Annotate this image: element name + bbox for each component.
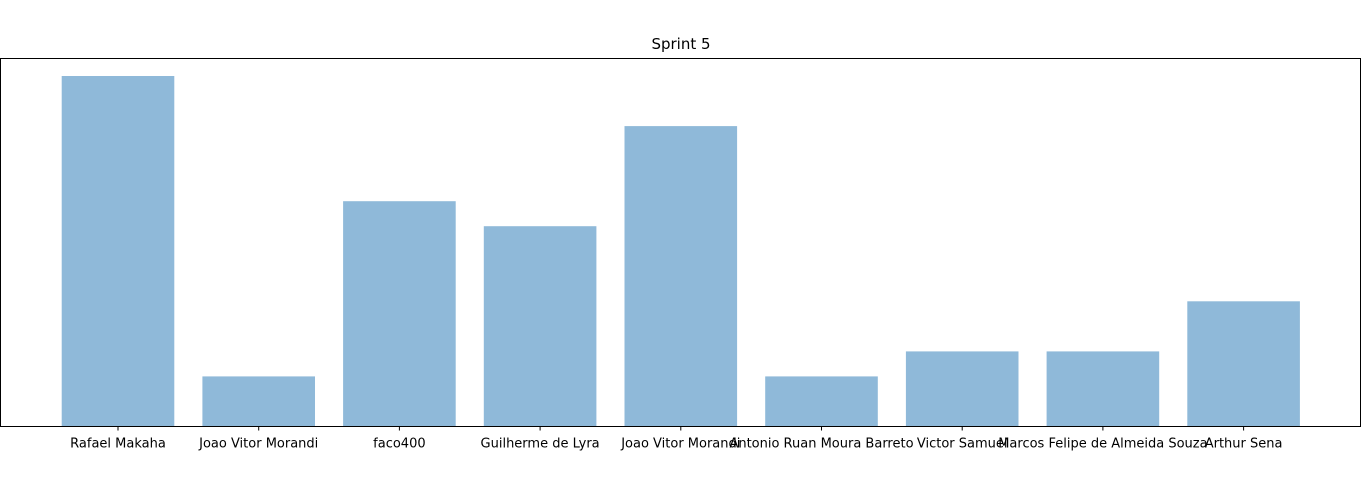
bars-layer	[61, 76, 1300, 427]
x-tick-label-5: Antonio Ruan Moura Barreto	[729, 437, 913, 452]
bar-3	[483, 226, 597, 427]
bar-4	[624, 126, 738, 427]
bar-8	[1187, 301, 1300, 427]
bar-7	[1046, 351, 1160, 427]
x-tick-label-7: Marcos Felipe de Almeida Souza	[998, 437, 1207, 452]
bar-2	[343, 201, 456, 427]
x-tick-label-6: Victor Samuel	[917, 437, 1008, 452]
bar-6	[905, 351, 1019, 427]
x-axis: Rafael Makaha Joao Vitor Morandi faco400 Gu…	[70, 426, 1283, 452]
x-tick-label-2: faco400	[373, 437, 425, 452]
bar-1	[202, 376, 315, 427]
x-tick-label-4: Joao Vitor Morandi	[620, 437, 740, 452]
bar-5	[765, 376, 878, 427]
x-tick-label-0: Rafael Makaha	[70, 437, 166, 452]
bar-0	[61, 76, 175, 427]
chart-title: Sprint 5	[651, 35, 710, 53]
x-tick-label-1: Joao Vitor Morandi	[198, 437, 318, 452]
x-tick-label-3: Guilherme de Lyra	[481, 437, 600, 452]
x-tick-label-8: Arthur Sena	[1205, 437, 1283, 452]
